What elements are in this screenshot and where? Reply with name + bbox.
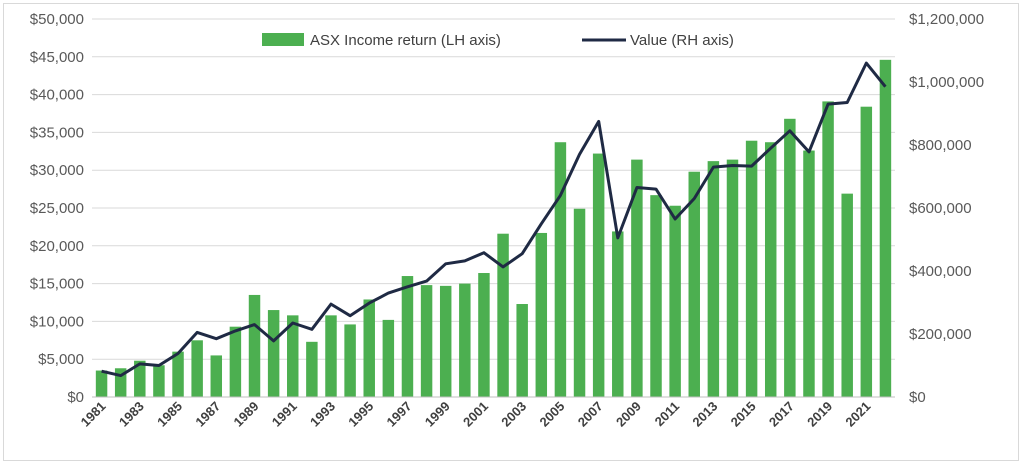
bar [229, 326, 242, 397]
bar [191, 340, 203, 397]
bar [745, 140, 758, 397]
bar [114, 368, 127, 397]
y-left-tick-label: $40,000 [30, 87, 84, 104]
x-tick-label: 1989 [231, 399, 262, 430]
x-tick-label: 2021 [842, 399, 873, 430]
legend-label-value: Value (RH axis) [630, 32, 734, 49]
x-tick-label: 1993 [307, 399, 338, 430]
y-right-tick-label: $400,000 [909, 263, 972, 280]
y-left-tick-label: $50,000 [30, 11, 84, 28]
bar [420, 285, 433, 397]
bar [172, 351, 184, 397]
y-left-tick-label: $5,000 [38, 351, 84, 368]
bar [573, 208, 586, 397]
y-left-tick-label: $30,000 [30, 162, 84, 179]
bar [726, 159, 739, 397]
bar [95, 370, 108, 397]
y-right-tick-label: $600,000 [909, 200, 972, 217]
x-tick-label: 2019 [804, 399, 835, 430]
x-tick-label: 2007 [575, 399, 606, 430]
bar [325, 315, 337, 397]
value-line [101, 61, 887, 378]
x-tick-label: 2017 [766, 399, 797, 430]
bar [153, 365, 165, 397]
bar [267, 310, 280, 397]
x-tick-label: 1987 [192, 399, 223, 430]
x-tick-label: 1995 [345, 399, 376, 430]
bar [707, 161, 720, 397]
bar [650, 195, 662, 397]
x-tick-label: 2015 [728, 399, 759, 430]
y-left-tick-label: $20,000 [30, 238, 84, 255]
bar [688, 171, 700, 397]
bar [554, 142, 567, 397]
y-right-tick-label: $200,000 [909, 326, 972, 343]
x-tick-label: 1999 [422, 399, 453, 430]
y-left-tick-label: $10,000 [30, 313, 84, 330]
x-tick-label: 2001 [460, 399, 491, 430]
x-tick-label: 2003 [498, 399, 529, 430]
bar [134, 360, 146, 397]
bar [592, 153, 605, 397]
bar [860, 106, 873, 398]
bar [363, 299, 375, 397]
bar [822, 101, 834, 398]
x-tick-label: 2013 [689, 399, 720, 430]
bar [803, 150, 815, 397]
y-left-tick-label: $15,000 [30, 276, 84, 293]
y-right-tick-label: $800,000 [909, 137, 972, 154]
bar [459, 283, 471, 397]
x-tick-label: 1985 [154, 399, 185, 430]
bar [612, 231, 624, 397]
bar [344, 324, 356, 397]
y-right-tick-label: $1,000,000 [909, 74, 984, 91]
x-tick-label: 1991 [269, 399, 300, 430]
bar [784, 118, 796, 398]
bar [516, 304, 528, 397]
bar [287, 315, 299, 397]
bar [382, 319, 395, 397]
x-tick-label: 2011 [652, 399, 683, 430]
bar [841, 193, 853, 397]
y-right-tick-label: $0 [909, 389, 926, 406]
y-left-tick-label: $45,000 [30, 49, 84, 66]
y-left-tick-label: $0 [67, 389, 84, 406]
bar [210, 355, 223, 397]
x-tick-label: 2005 [536, 399, 567, 430]
bar [669, 205, 681, 397]
bar [478, 273, 490, 397]
bar [631, 159, 643, 397]
x-tick-label: 2009 [613, 399, 644, 430]
bar [248, 294, 261, 397]
bar [535, 232, 548, 397]
bar [497, 233, 509, 397]
y-left-tick-label: $35,000 [30, 124, 84, 141]
legend-bar-swatch [262, 33, 304, 46]
bar [879, 59, 892, 397]
bar [764, 142, 777, 397]
x-tick-label: 1983 [116, 399, 147, 430]
legend-label-income: ASX Income return (LH axis) [310, 32, 501, 49]
bar [306, 341, 318, 397]
bar [401, 276, 414, 397]
x-tick-label: 1997 [384, 399, 415, 430]
bar [439, 285, 452, 397]
y-right-tick-label: $1,200,000 [909, 11, 984, 28]
y-left-tick-label: $25,000 [30, 200, 84, 217]
